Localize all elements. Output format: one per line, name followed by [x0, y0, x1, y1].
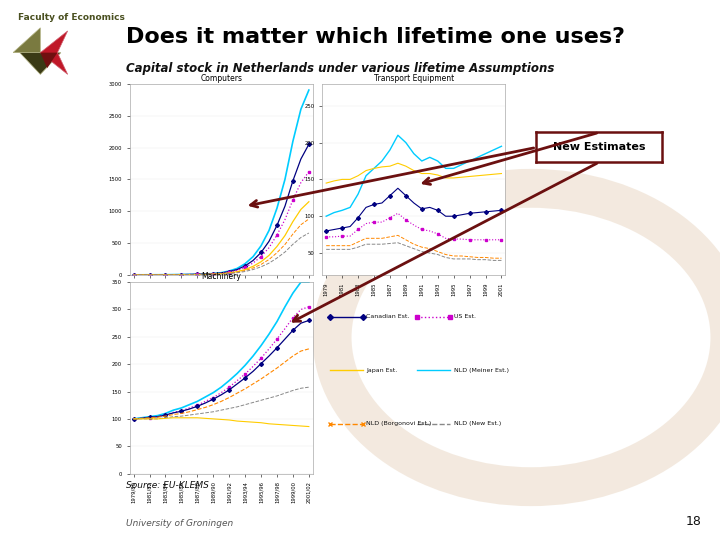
- Text: US Est.: US Est.: [454, 314, 476, 319]
- Text: New Estimates: New Estimates: [553, 142, 646, 152]
- Polygon shape: [13, 28, 40, 52]
- Text: University of Groningen: University of Groningen: [126, 519, 233, 528]
- Title: Computers: Computers: [200, 74, 242, 83]
- Polygon shape: [40, 31, 68, 75]
- Polygon shape: [20, 52, 60, 75]
- Polygon shape: [40, 52, 58, 68]
- Text: Source: EU-KLEMS: Source: EU-KLEMS: [126, 481, 209, 490]
- Text: Capital stock in Netherlands under various lifetime Assumptions: Capital stock in Netherlands under vario…: [126, 62, 554, 75]
- Text: Does it matter which lifetime one uses?: Does it matter which lifetime one uses?: [126, 27, 625, 47]
- Title: Transport Equipment: Transport Equipment: [374, 74, 454, 83]
- Text: NLD (New Est.): NLD (New Est.): [454, 421, 501, 426]
- Text: NLD (Meiner Est.): NLD (Meiner Est.): [454, 368, 509, 373]
- Text: 18: 18: [686, 515, 702, 528]
- Text: Canadian Est.: Canadian Est.: [366, 314, 410, 319]
- Text: NLD (Borgonovi Est.): NLD (Borgonovi Est.): [366, 421, 431, 426]
- Text: RuG: RuG: [41, 503, 81, 520]
- Text: Faculty of Economics: Faculty of Economics: [18, 14, 125, 23]
- Title: Machinery: Machinery: [202, 272, 241, 281]
- Text: Japan Est.: Japan Est.: [366, 368, 397, 373]
